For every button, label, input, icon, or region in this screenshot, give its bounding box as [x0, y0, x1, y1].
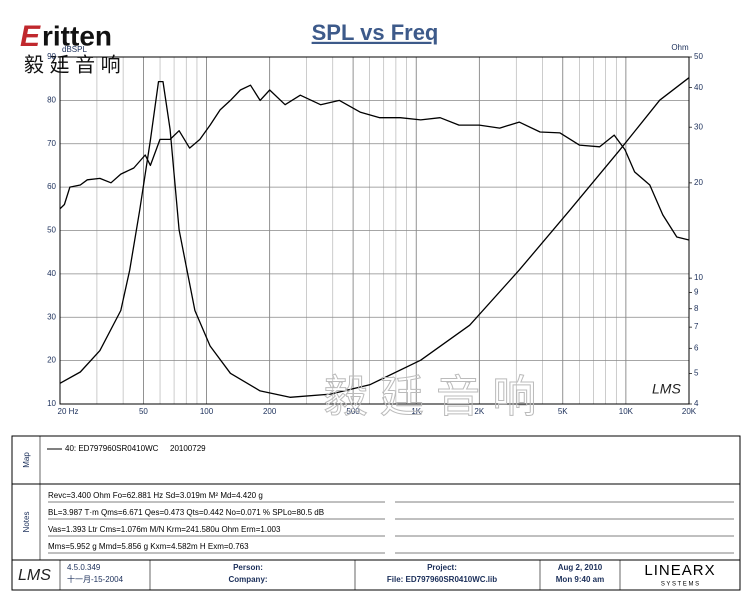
- note-line: BL=3.987 T·m Qms=6.671 Qes=0.473 Qts=0.4…: [48, 508, 324, 517]
- y2-tick-label: 30: [694, 122, 703, 131]
- plot-frame: [59, 56, 690, 405]
- legend-date: 20100729: [170, 444, 206, 453]
- brand-sub: S Y S T E M S: [661, 582, 699, 588]
- plot-logo: LMS: [652, 381, 681, 397]
- y-tick-label: 90: [47, 52, 56, 61]
- footer: [11, 559, 741, 591]
- y2-tick-label: 20: [694, 178, 703, 187]
- version-date: 十一月-15-2004: [67, 574, 124, 584]
- chart-title: SPL vs Freq: [312, 20, 439, 45]
- file: File: ED797960SR0410WC.lib: [387, 575, 497, 584]
- y2-tick-label: 9: [694, 288, 699, 297]
- brand-cn: 毅 廷 音 响: [24, 53, 121, 76]
- legend-curve: 40: ED797960SR0410WC: [65, 444, 159, 453]
- y2-tick-label: 6: [694, 343, 699, 352]
- y2-tick-label: 4: [694, 399, 699, 408]
- x-tick-label: 200: [263, 407, 277, 416]
- y-tick-label: 70: [47, 139, 56, 148]
- x-tick-label: 5K: [558, 407, 568, 416]
- y2-axis-label: Ohm: [671, 43, 689, 52]
- y2-tick-label: 10: [694, 273, 703, 282]
- y2-tick-label: 5: [694, 368, 699, 377]
- y-axis-label: dBSPL: [62, 45, 87, 54]
- x-tick-label: 1K: [411, 407, 421, 416]
- note-line: Revc=3.400 Ohm Fo=62.881 Hz Sd=3.019m M²…: [48, 491, 263, 500]
- x-tick-label: 2K: [474, 407, 484, 416]
- y2-tick-label: 40: [694, 83, 703, 92]
- series-line: [59, 77, 690, 398]
- note-line: Vas=1.393 Ltr Cms=1.076m M/N Krm=241.580…: [48, 525, 281, 534]
- map-label: Map: [22, 452, 31, 468]
- date: Aug 2, 2010: [558, 563, 603, 572]
- footer-logo: LMS: [18, 567, 51, 584]
- y-tick-label: 40: [47, 269, 56, 278]
- person: Person:: [233, 563, 263, 572]
- x-tick-label: 100: [200, 407, 214, 416]
- series-line: [59, 84, 690, 241]
- y-tick-label: 10: [47, 399, 56, 408]
- company: Company:: [228, 575, 267, 584]
- time: Mon 9:40 am: [556, 575, 604, 584]
- y-tick-label: 80: [47, 95, 56, 104]
- y-tick-label: 30: [47, 312, 56, 321]
- y2-tick-label: 7: [694, 322, 699, 331]
- y-tick-label: 50: [47, 226, 56, 235]
- notes: Revc=3.400 Ohm Fo=62.881 Hz Sd=3.019m M²…: [48, 491, 734, 554]
- y-tick-label: 60: [47, 182, 56, 191]
- x-tick-label: 20 Hz: [58, 407, 79, 416]
- x-tick-label: 500: [346, 407, 360, 416]
- project: Project:: [427, 563, 457, 572]
- version: 4.5.0.349: [67, 563, 101, 572]
- x-tick-label: 50: [139, 407, 148, 416]
- logo-mark: E: [20, 20, 41, 53]
- notes-label: Notes: [22, 512, 31, 533]
- x-tick-label: 10K: [619, 407, 634, 416]
- brand: LINEARX: [644, 562, 715, 579]
- x-tick-label: 20K: [682, 407, 697, 416]
- logo-text: ritten: [42, 20, 112, 51]
- y2-tick-label: 50: [694, 52, 703, 61]
- y2-tick-label: 8: [694, 304, 699, 313]
- y-tick-label: 20: [47, 356, 56, 365]
- watermark: 毅 廷 音 响: [324, 373, 537, 422]
- note-line: Mms=5.952 g Mmd=5.856 g Kxm=4.582m H Exm…: [48, 542, 249, 551]
